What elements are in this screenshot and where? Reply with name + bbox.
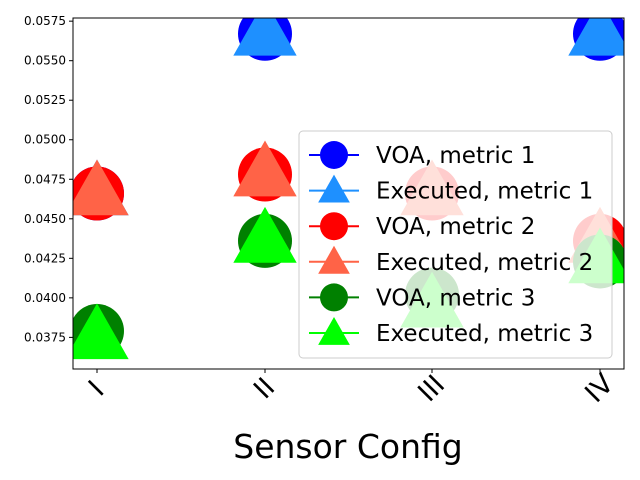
legend-marker [320, 283, 348, 312]
x-tick-label: I [83, 375, 111, 403]
legend-label: VOA, metric 1 [376, 143, 535, 169]
y-tick-label: 0.0525 [24, 93, 66, 107]
point-2-II [233, 18, 297, 56]
point-6-I [73, 303, 129, 360]
y-tick-label: 0.0450 [24, 212, 66, 226]
y-tick-label: 0.0400 [24, 291, 66, 305]
y-tick-label: 0.0425 [24, 251, 66, 265]
x-axis: I II III IV [83, 368, 620, 409]
x-tick-label: II [248, 372, 281, 405]
legend-label: VOA, metric 3 [376, 285, 535, 311]
y-axis: 0.0375 0.0400 0.0425 0.0450 0.0475 0.0500 0.05… [24, 14, 73, 344]
legend-label: VOA, metric 2 [376, 214, 535, 240]
x-axis-label: Sensor Config [233, 427, 463, 466]
y-tick-label: 0.0500 [24, 133, 66, 147]
legend-marker [320, 212, 348, 241]
x-tick-label: IV [579, 368, 620, 409]
legend-label: Executed, metric 2 [376, 250, 593, 276]
legend-label: Executed, metric 3 [376, 321, 593, 347]
legend-marker [318, 174, 350, 203]
legend-marker [320, 141, 348, 169]
legend-marker [318, 317, 350, 345]
y-tick-label: 0.0575 [24, 14, 66, 28]
y-tick-label: 0.0550 [24, 54, 66, 68]
legend-marker [318, 245, 350, 274]
x-tick-label: III [412, 369, 451, 408]
y-tick-label: 0.0375 [24, 330, 66, 344]
legend: VOA, metric 1 Executed, metric 1 VOA, metr… [298, 130, 613, 359]
plot-frame [72, 17, 625, 370]
point-2-IV [568, 18, 624, 56]
data-marks [73, 18, 624, 360]
legend-frame [298, 130, 613, 359]
y-tick-label: 0.0475 [24, 172, 66, 186]
point-6-II [233, 206, 297, 263]
point-4-I [73, 159, 129, 216]
point-4-II [233, 140, 297, 197]
legend-label: Executed, metric 1 [376, 179, 593, 205]
